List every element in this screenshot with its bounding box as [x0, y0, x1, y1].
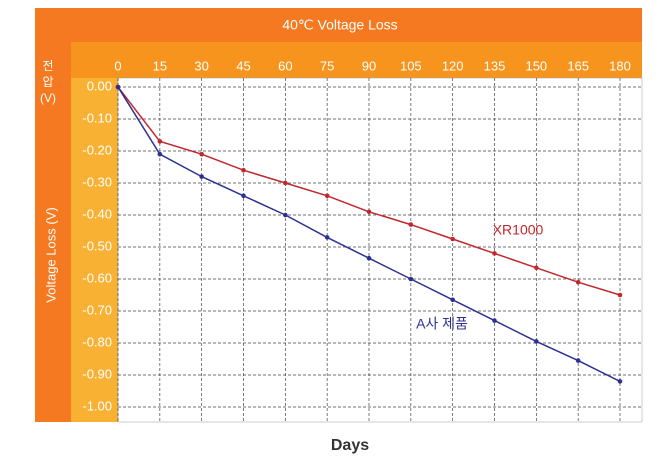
plot-area — [117, 77, 643, 423]
point — [199, 174, 204, 179]
point — [283, 180, 288, 186]
series-label: A사 제품 — [416, 316, 468, 332]
point — [408, 222, 414, 227]
x-tick-label: 30 — [194, 58, 208, 73]
point — [617, 379, 623, 384]
ytick-band — [71, 78, 118, 422]
point — [115, 84, 121, 90]
point — [366, 255, 372, 261]
x-axis-label: Days — [331, 437, 369, 454]
y-tick-label: -0.50 — [82, 238, 112, 253]
x-tick-label: 60 — [278, 58, 292, 73]
x-tick-label: 90 — [362, 58, 376, 73]
point — [408, 276, 414, 282]
x-tick-label: 75 — [320, 58, 334, 73]
series-label: XR1000 — [493, 222, 544, 238]
x-tick-label: 120 — [442, 58, 464, 73]
point — [575, 279, 581, 285]
y-tick-label: -0.20 — [82, 142, 112, 157]
y-tick-label: -0.70 — [82, 302, 112, 317]
x-tick-label: 165 — [567, 58, 589, 73]
point — [157, 139, 163, 144]
point — [366, 209, 372, 215]
chart-title: 40℃ Voltage Loss — [282, 17, 397, 33]
y-tick-label: -0.60 — [82, 270, 112, 285]
point — [157, 151, 163, 157]
point — [324, 193, 330, 199]
ylabel-band — [35, 42, 71, 422]
y-tick-label: -0.10 — [82, 110, 112, 125]
point — [534, 265, 539, 271]
point — [450, 297, 455, 303]
x-tick-label: 150 — [525, 58, 547, 73]
point — [492, 318, 497, 323]
point — [283, 212, 288, 218]
point — [617, 292, 623, 298]
point — [324, 235, 330, 240]
point — [575, 358, 581, 363]
xtick-band — [71, 42, 642, 78]
y-tick-label: -0.40 — [82, 206, 112, 221]
y-tick-label: -0.90 — [82, 366, 112, 381]
point — [534, 339, 539, 344]
point — [199, 151, 204, 157]
point — [241, 167, 246, 173]
x-tick-label: 45 — [236, 58, 250, 73]
y-tick-label: -1.00 — [82, 398, 112, 413]
point — [450, 236, 455, 242]
y-tick-label: -0.30 — [82, 174, 112, 189]
x-tick-label: 135 — [484, 58, 506, 73]
x-tick-label: 180 — [609, 58, 631, 73]
y-axis-label-ko: 전압 (V) — [40, 59, 56, 105]
y-tick-label: -0.80 — [82, 334, 112, 349]
point — [492, 251, 497, 256]
y-tick-label: 0.00 — [87, 78, 112, 93]
point — [241, 193, 246, 199]
x-tick-label: 15 — [153, 58, 167, 73]
y-axis-label: Voltage Loss (V) — [43, 207, 58, 302]
header-band — [35, 8, 642, 42]
x-tick-label: 105 — [400, 58, 422, 73]
x-tick-label: 0 — [114, 58, 121, 73]
